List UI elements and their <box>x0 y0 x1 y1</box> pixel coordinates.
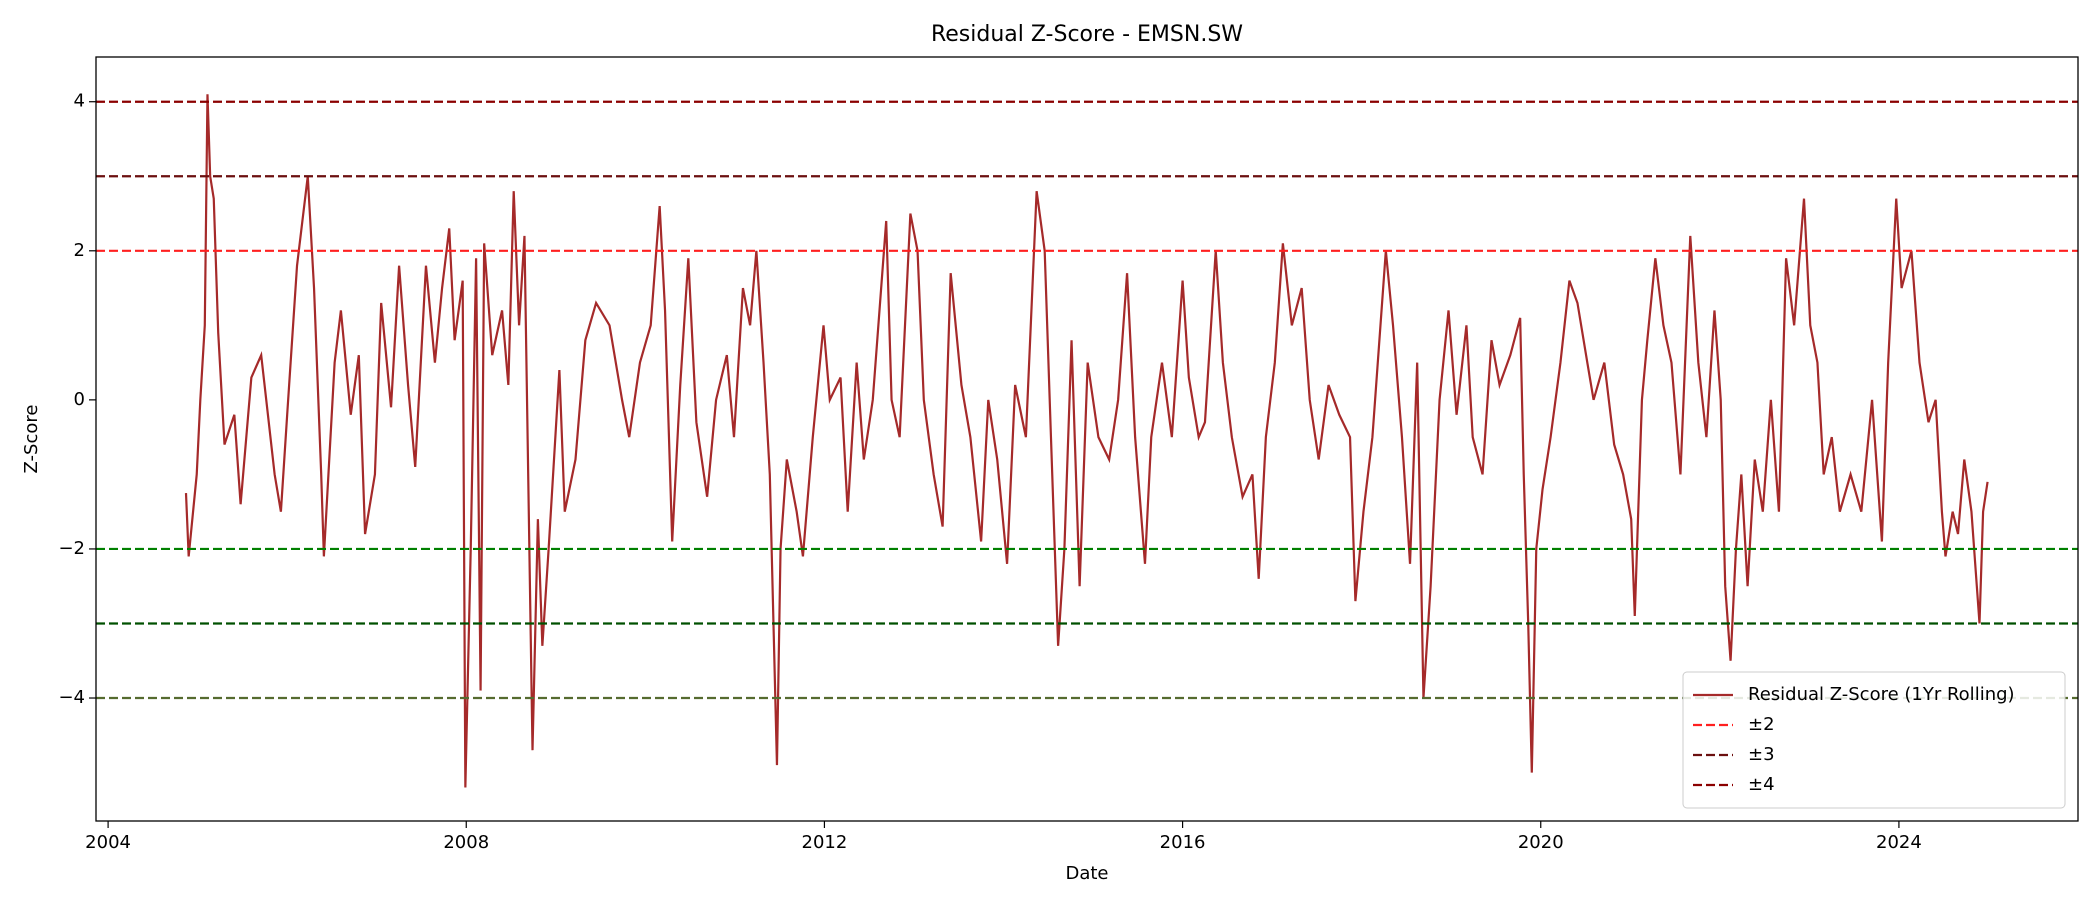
x-tick-label: 2012 <box>802 832 848 853</box>
legend-label: ±3 <box>1748 744 1775 765</box>
x-tick-label: 2020 <box>1518 832 1564 853</box>
y-tick-label: 0 <box>74 389 85 410</box>
legend-label: Residual Z-Score (1Yr Rolling) <box>1748 684 2015 705</box>
y-tick-label: −4 <box>58 687 85 708</box>
x-tick-label: 2024 <box>1876 832 1922 853</box>
y-tick-label: −2 <box>58 538 85 559</box>
chart-title: Residual Z-Score - EMSN.SW <box>931 22 1243 47</box>
plot-frame <box>95 56 2079 822</box>
legend-label: ±4 <box>1748 774 1775 795</box>
x-axis-label: Date <box>1065 863 1108 884</box>
data-line <box>184 94 1989 788</box>
y-axis-label: Z-Score <box>21 405 42 474</box>
y-tick-label: 2 <box>74 240 85 261</box>
legend-label: ±2 <box>1748 714 1775 735</box>
x-tick-label: 2004 <box>85 832 131 853</box>
x-tick-label: 2008 <box>443 832 489 853</box>
legend-box <box>1682 671 2066 809</box>
y-tick-label: 4 <box>74 91 85 112</box>
x-tick-label: 2016 <box>1160 832 1206 853</box>
